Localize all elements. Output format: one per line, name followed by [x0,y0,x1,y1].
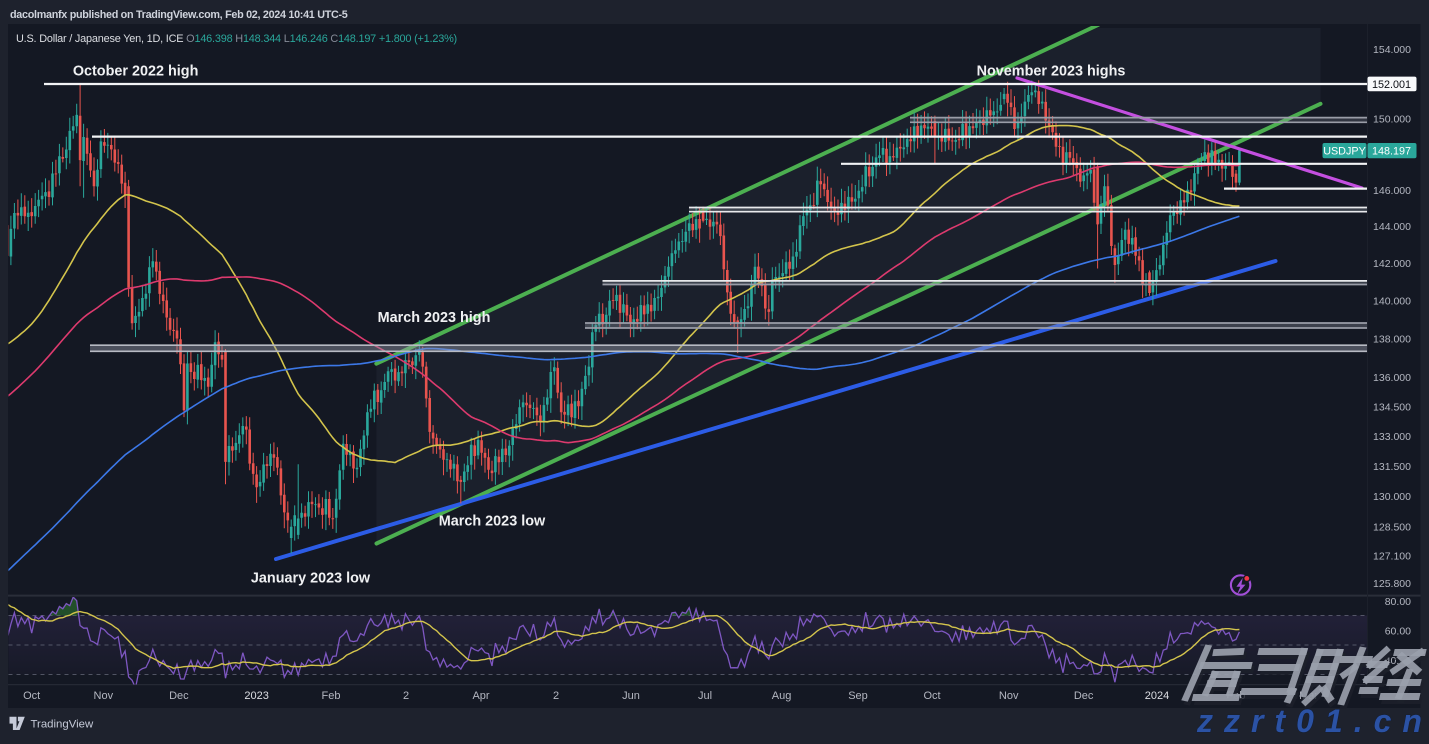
svg-text:133.000: 133.000 [1373,431,1411,443]
svg-text:125.800: 125.800 [1373,578,1411,590]
svg-text:Oct: Oct [23,690,40,702]
svg-text:Apr: Apr [472,690,489,702]
svg-text:2023: 2023 [244,690,268,702]
svg-text:Nov: Nov [999,690,1019,702]
svg-text:October 2022 high: October 2022 high [73,64,199,80]
svg-text:USDJPY: USDJPY [1323,146,1366,158]
svg-text:March 2023 low: March 2023 low [439,513,546,529]
svg-text:March 2023 high: March 2023 high [378,310,491,326]
svg-text:dacolmanfx published on Tradin: dacolmanfx published on TradingView.com,… [10,9,348,21]
svg-text:136.000: 136.000 [1373,372,1411,384]
svg-text:Oct: Oct [923,690,940,702]
svg-text:U.S. Dollar / Japanese Yen, 1D: U.S. Dollar / Japanese Yen, 1D, ICE O146… [16,33,457,45]
svg-text:148.197: 148.197 [1372,146,1411,158]
svg-text:January 2023 low: January 2023 low [251,570,371,586]
svg-text:140.000: 140.000 [1373,296,1411,308]
svg-text:130.000: 130.000 [1373,491,1411,503]
svg-text:2: 2 [553,690,559,702]
svg-text:Jul: Jul [698,690,712,702]
svg-text:134.500: 134.500 [1373,401,1411,413]
svg-text:138.000: 138.000 [1373,334,1411,346]
svg-text:144.000: 144.000 [1373,221,1411,233]
svg-text:Aug: Aug [772,690,792,702]
svg-text:152.001: 152.001 [1372,79,1411,91]
svg-text:127.100: 127.100 [1373,551,1411,563]
svg-text:Nov: Nov [94,690,114,702]
svg-text:Dec: Dec [1074,690,1094,702]
svg-text:2: 2 [403,690,409,702]
svg-text:Dec: Dec [169,690,189,702]
svg-text:146.000: 146.000 [1373,185,1411,197]
svg-text:Feb: Feb [322,690,341,702]
svg-text:60.00: 60.00 [1385,625,1411,637]
svg-text:Jun: Jun [622,690,640,702]
svg-text:154.000: 154.000 [1373,44,1411,56]
svg-text:Sep: Sep [848,690,868,702]
svg-text:150.000: 150.000 [1373,114,1411,126]
svg-text:131.500: 131.500 [1373,461,1411,473]
svg-text:2024: 2024 [1145,690,1169,702]
svg-text:November 2023 highs: November 2023 highs [977,64,1126,80]
svg-text:zzrt01.cn: zzrt01.cn [1196,703,1429,739]
svg-text:128.500: 128.500 [1373,522,1411,534]
svg-text:TradingView: TradingView [31,719,94,731]
svg-text:142.000: 142.000 [1373,258,1411,270]
svg-text:80.00: 80.00 [1385,596,1411,608]
